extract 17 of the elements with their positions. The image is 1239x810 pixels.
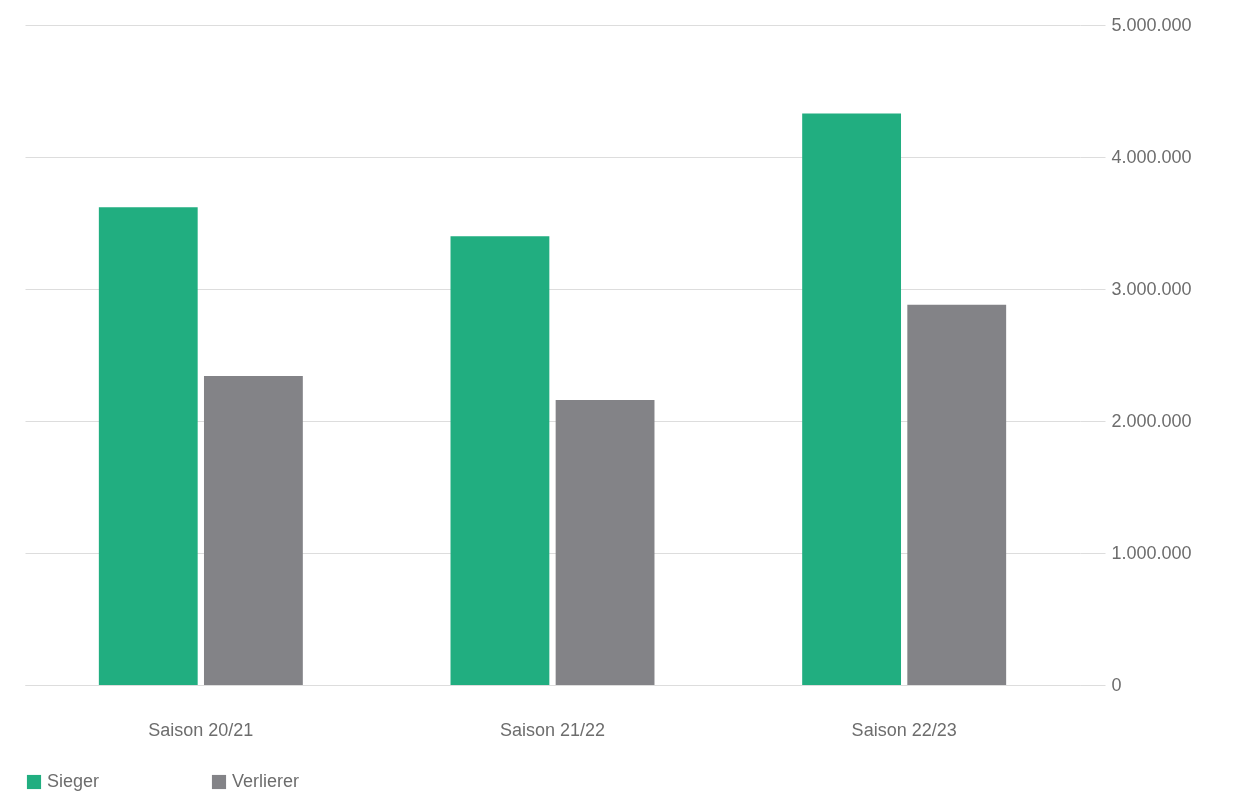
legend-label: Verlierer [232,771,300,791]
bar [802,113,902,685]
y-tick-label: 5.000.000 [1111,14,1192,35]
y-tick-label: 0 [1111,674,1122,695]
bar [203,376,303,685]
y-tick-label: 4.000.000 [1111,146,1192,167]
y-tick-label: 2.000.000 [1111,410,1192,431]
x-tick-label: Saison 20/21 [148,719,254,740]
y-tick-label: 1.000.000 [1111,542,1192,563]
bar [450,236,550,685]
bar [907,304,1007,685]
legend-label: Sieger [47,771,100,791]
y-tick-label: 3.000.000 [1111,278,1192,299]
x-tick-label: Saison 21/22 [499,719,606,740]
x-tick-label: Saison 22/23 [851,719,957,740]
bar [98,207,198,685]
bar [555,399,655,685]
